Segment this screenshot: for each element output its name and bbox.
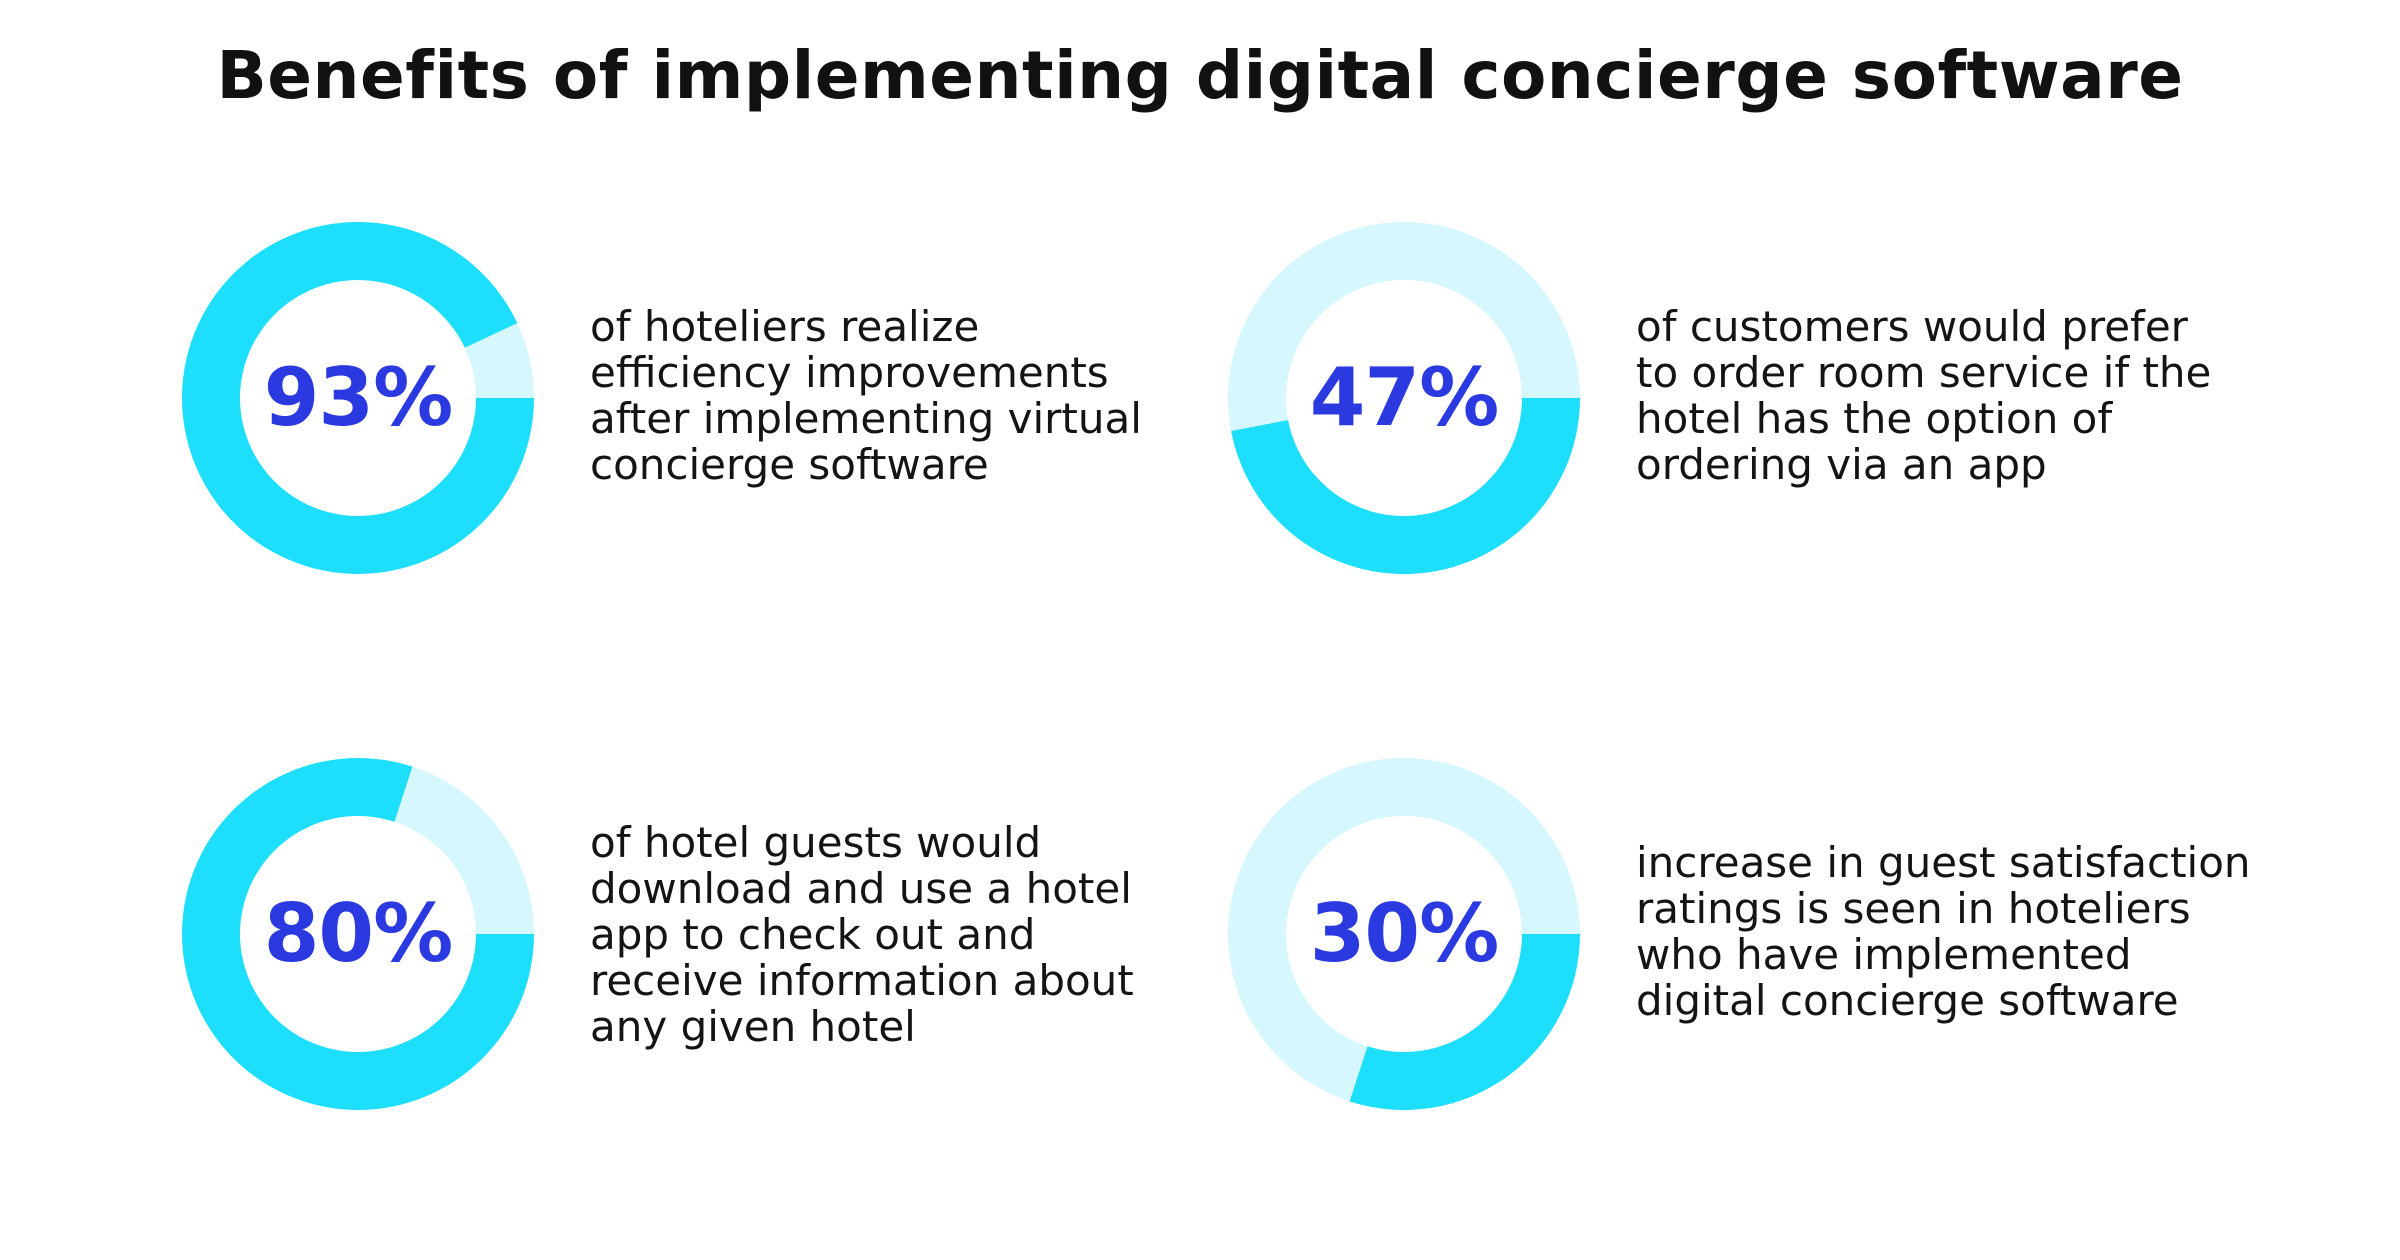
description-line: ratings is seen in hoteliers [1636,884,2191,933]
description-line: receive information about [590,956,1134,1005]
donut-remainder-segment [1228,222,1580,431]
donut-svg [182,221,535,574]
donut-value-segment [1231,398,1580,575]
donut-svg [182,758,534,1110]
description-line: concierge software [590,440,989,489]
description-line: of hotel guests would [590,818,1042,867]
donut-chart: 47% [1226,220,1582,576]
description-line: who have implemented [1636,930,2132,979]
description-line: of hoteliers realize [590,302,980,351]
donut-svg [1228,758,1580,1110]
donut-value-segment [182,221,535,574]
description-line: hotel has the option of [1636,394,2113,443]
donut-svg [1228,222,1580,575]
description-line: any given hotel [590,1002,916,1051]
donut-value-label: 47% [1309,351,1499,444]
donut-chart: 30% [1226,756,1582,1112]
donut-chart: 93% [180,220,536,576]
donut-value-label: 93% [263,351,453,444]
donut-value-segment [182,758,534,1110]
description-line: app to check out and [590,910,1036,959]
description-line: download and use a hotel [590,864,1132,913]
stat-description: of customers would prefer to order room … [1636,304,2256,488]
stat-card: 93% of hoteliers realize efficiency impr… [180,220,1280,600]
donut-remainder-segment [464,323,534,398]
stat-description: of hotel guests would download and use a… [590,820,1210,1050]
stat-card: 80% of hotel guests would download and u… [180,756,1280,1136]
description-line: ordering via an app [1636,440,2047,489]
description-line: efficiency improvements [590,348,1109,397]
donut-remainder-segment [1228,758,1580,1102]
donut-value-segment [1349,934,1580,1110]
donut-chart: 80% [180,756,536,1112]
page-title: Benefits of implementing digital concier… [216,37,2184,114]
stat-description: of hoteliers realize efficiency improvem… [590,304,1210,488]
description-line: digital concierge software [1636,976,2179,1025]
donut-value-label: 30% [1309,887,1499,980]
donut-value-label: 80% [263,887,453,980]
stat-card: 47% of customers would prefer to order r… [1226,220,2326,600]
stat-description: increase in guest satisfaction ratings i… [1636,840,2256,1024]
stat-card: 30% increase in guest satisfaction ratin… [1226,756,2326,1136]
donut-remainder-segment [394,766,534,934]
description-line: after implementing virtual [590,394,1142,443]
description-line: of customers would prefer [1636,302,2188,351]
description-line: increase in guest satisfaction [1636,838,2251,887]
description-line: to order room service if the [1636,348,2212,397]
